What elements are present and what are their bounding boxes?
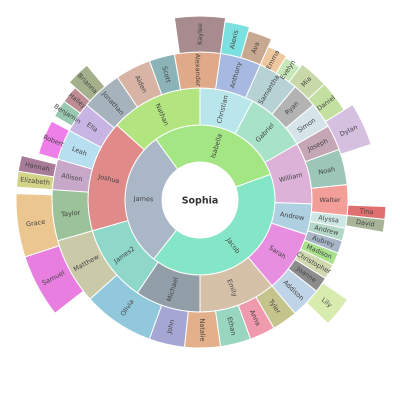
segment-label-noah: Noah (318, 165, 336, 177)
segment-lily[interactable] (305, 282, 349, 325)
segment-aiden[interactable] (116, 60, 163, 108)
segment-label-alyssa: Alyssa (318, 214, 340, 225)
segment-walter[interactable] (310, 183, 349, 217)
segment-label-kaylee: Kaylee (196, 23, 204, 45)
segment-label-david: David (356, 218, 376, 229)
segment-tyler[interactable] (255, 285, 296, 329)
segment-label-james: James (133, 195, 154, 203)
segment-hannah[interactable] (17, 154, 58, 178)
segment-dylan[interactable] (324, 103, 372, 155)
segment-anna[interactable] (237, 296, 275, 340)
center-label: Sophia (182, 196, 219, 207)
segment-grace[interactable] (15, 193, 60, 258)
segment-aubrey[interactable] (303, 230, 343, 254)
segment-label-alexander: Alexander (193, 54, 202, 87)
segment-madison[interactable] (299, 239, 339, 266)
segment-label-john: John (165, 319, 176, 336)
segment-label-ava: Ava (250, 41, 262, 55)
segment-natalie[interactable] (183, 310, 222, 349)
segment-label-natalie: Natalie (198, 318, 206, 341)
segment-brianna[interactable] (68, 64, 106, 102)
segment-label-walter: Walter (319, 196, 340, 204)
segment-andrew[interactable] (307, 220, 346, 242)
segment-noah[interactable] (304, 148, 348, 189)
segment-label-grace: Grace (26, 218, 46, 229)
segment-label-taylor: Taylor (60, 209, 81, 219)
center-node[interactable] (162, 162, 238, 238)
segment-label-alexis: Alexis (228, 29, 240, 50)
segment-scott[interactable] (148, 53, 182, 96)
segment-label-tina: Tina (358, 207, 373, 216)
segment-john[interactable] (148, 304, 189, 348)
segment-christopher[interactable] (294, 248, 334, 280)
segment-robert[interactable] (37, 120, 70, 160)
segment-david[interactable] (345, 214, 386, 233)
segment-label-allison: Allison (61, 172, 83, 184)
segment-label-elizabeth: Elizabeth (20, 176, 51, 187)
